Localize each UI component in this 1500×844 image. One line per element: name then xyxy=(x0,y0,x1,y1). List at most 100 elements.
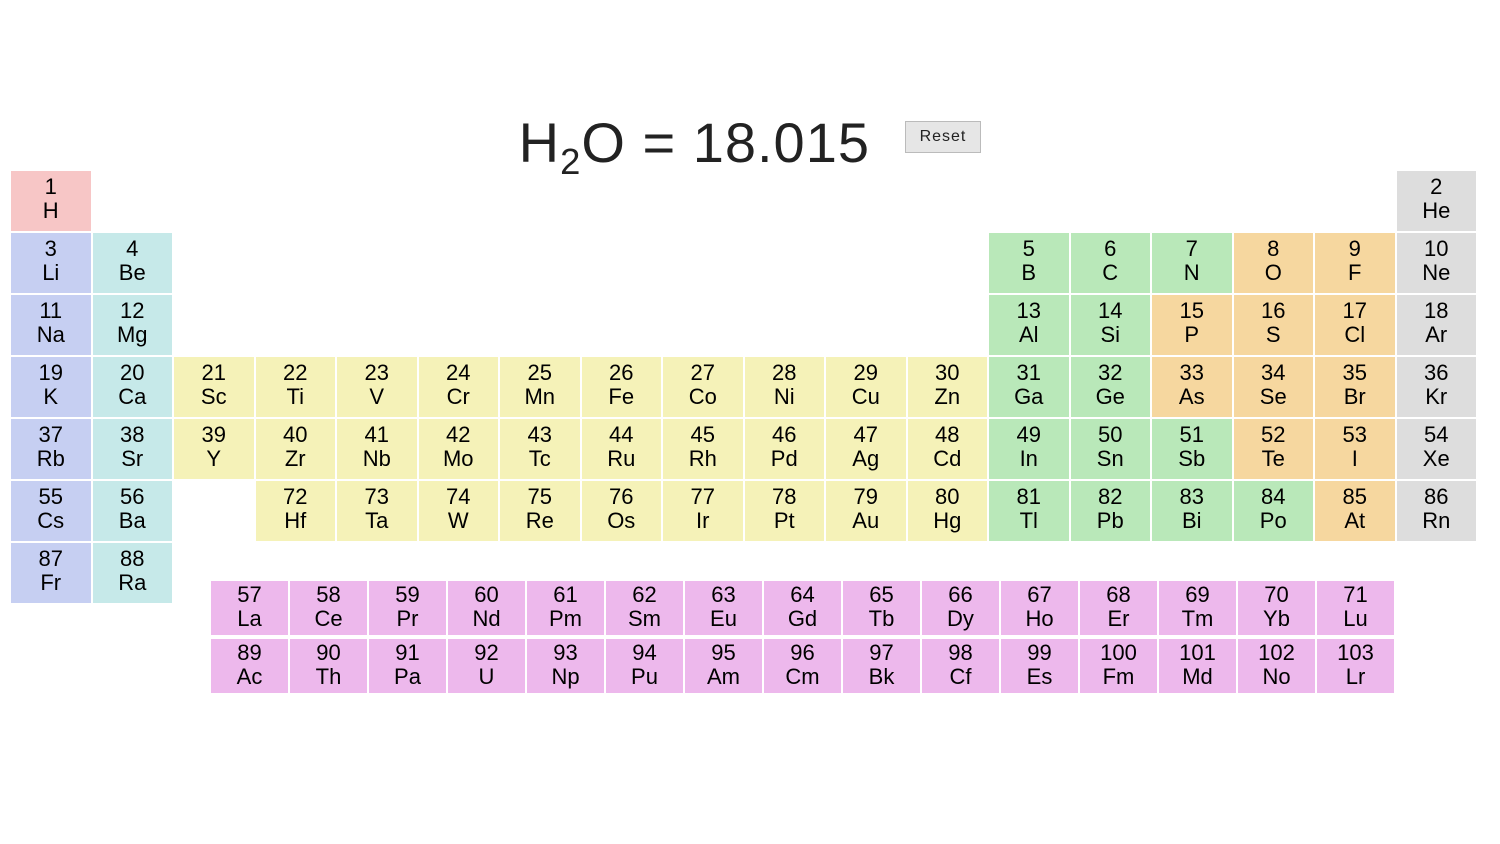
element-V[interactable]: 23V xyxy=(336,356,418,418)
element-Cf[interactable]: 98Cf xyxy=(921,638,1000,694)
element-Cl[interactable]: 17Cl xyxy=(1314,294,1396,356)
element-Lu[interactable]: 71Lu xyxy=(1316,580,1395,636)
element-Cu[interactable]: 29Cu xyxy=(825,356,907,418)
element-Al[interactable]: 13Al xyxy=(988,294,1070,356)
element-B[interactable]: 5B xyxy=(988,232,1070,294)
element-In[interactable]: 49In xyxy=(988,418,1070,480)
element-Rh[interactable]: 45Rh xyxy=(662,418,744,480)
element-Os[interactable]: 76Os xyxy=(581,480,663,542)
element-Ga[interactable]: 31Ga xyxy=(988,356,1070,418)
element-Pu[interactable]: 94Pu xyxy=(605,638,684,694)
element-S[interactable]: 16S xyxy=(1233,294,1315,356)
element-Xe[interactable]: 54Xe xyxy=(1396,418,1478,480)
element-Tc[interactable]: 43Tc xyxy=(499,418,581,480)
element-Mg[interactable]: 12Mg xyxy=(92,294,174,356)
element-Se[interactable]: 34Se xyxy=(1233,356,1315,418)
element-Sb[interactable]: 51Sb xyxy=(1151,418,1233,480)
element-Pd[interactable]: 46Pd xyxy=(744,418,826,480)
element-Bi[interactable]: 83Bi xyxy=(1151,480,1233,542)
element-Cr[interactable]: 24Cr xyxy=(418,356,500,418)
element-W[interactable]: 74W xyxy=(418,480,500,542)
element-Pb[interactable]: 82Pb xyxy=(1070,480,1152,542)
element-Eu[interactable]: 63Eu xyxy=(684,580,763,636)
element-Au[interactable]: 79Au xyxy=(825,480,907,542)
element-Ho[interactable]: 67Ho xyxy=(1000,580,1079,636)
element-F[interactable]: 9F xyxy=(1314,232,1396,294)
element-Kr[interactable]: 36Kr xyxy=(1396,356,1478,418)
element-Tm[interactable]: 69Tm xyxy=(1158,580,1237,636)
element-Ru[interactable]: 44Ru xyxy=(581,418,663,480)
element-Ta[interactable]: 73Ta xyxy=(336,480,418,542)
element-Cs[interactable]: 55Cs xyxy=(10,480,92,542)
element-Ce[interactable]: 58Ce xyxy=(289,580,368,636)
element-Yb[interactable]: 70Yb xyxy=(1237,580,1316,636)
element-C[interactable]: 6C xyxy=(1070,232,1152,294)
element-Bk[interactable]: 97Bk xyxy=(842,638,921,694)
element-Pm[interactable]: 61Pm xyxy=(526,580,605,636)
element-Pr[interactable]: 59Pr xyxy=(368,580,447,636)
element-Ca[interactable]: 20Ca xyxy=(92,356,174,418)
element-Si[interactable]: 14Si xyxy=(1070,294,1152,356)
element-Sm[interactable]: 62Sm xyxy=(605,580,684,636)
element-Rn[interactable]: 86Rn xyxy=(1396,480,1478,542)
element-Mn[interactable]: 25Mn xyxy=(499,356,581,418)
element-Nb[interactable]: 41Nb xyxy=(336,418,418,480)
element-Pt[interactable]: 78Pt xyxy=(744,480,826,542)
element-H[interactable]: 1H xyxy=(10,170,92,232)
element-Zr[interactable]: 40Zr xyxy=(255,418,337,480)
element-Tl[interactable]: 81Tl xyxy=(988,480,1070,542)
element-Es[interactable]: 99Es xyxy=(1000,638,1079,694)
element-Y[interactable]: 39Y xyxy=(173,418,255,480)
element-Nd[interactable]: 60Nd xyxy=(447,580,526,636)
element-La[interactable]: 57La xyxy=(210,580,289,636)
element-Ti[interactable]: 22Ti xyxy=(255,356,337,418)
element-Re[interactable]: 75Re xyxy=(499,480,581,542)
element-I[interactable]: 53I xyxy=(1314,418,1396,480)
element-Ar[interactable]: 18Ar xyxy=(1396,294,1478,356)
element-Md[interactable]: 101Md xyxy=(1158,638,1237,694)
element-Hf[interactable]: 72Hf xyxy=(255,480,337,542)
element-Ag[interactable]: 47Ag xyxy=(825,418,907,480)
element-Fr[interactable]: 87Fr xyxy=(10,542,92,604)
element-Th[interactable]: 90Th xyxy=(289,638,368,694)
element-Ir[interactable]: 77Ir xyxy=(662,480,744,542)
element-Np[interactable]: 93Np xyxy=(526,638,605,694)
element-Er[interactable]: 68Er xyxy=(1079,580,1158,636)
element-Be[interactable]: 4Be xyxy=(92,232,174,294)
element-Sc[interactable]: 21Sc xyxy=(173,356,255,418)
element-Sr[interactable]: 38Sr xyxy=(92,418,174,480)
element-N[interactable]: 7N xyxy=(1151,232,1233,294)
element-Ge[interactable]: 32Ge xyxy=(1070,356,1152,418)
element-Na[interactable]: 11Na xyxy=(10,294,92,356)
element-Pa[interactable]: 91Pa xyxy=(368,638,447,694)
element-K[interactable]: 19K xyxy=(10,356,92,418)
element-Tb[interactable]: 65Tb xyxy=(842,580,921,636)
element-U[interactable]: 92U xyxy=(447,638,526,694)
element-Sn[interactable]: 50Sn xyxy=(1070,418,1152,480)
element-Te[interactable]: 52Te xyxy=(1233,418,1315,480)
element-Lr[interactable]: 103Lr xyxy=(1316,638,1395,694)
element-Hg[interactable]: 80Hg xyxy=(907,480,989,542)
element-O[interactable]: 8O xyxy=(1233,232,1315,294)
element-Fe[interactable]: 26Fe xyxy=(581,356,663,418)
element-Zn[interactable]: 30Zn xyxy=(907,356,989,418)
element-No[interactable]: 102No xyxy=(1237,638,1316,694)
element-Co[interactable]: 27Co xyxy=(662,356,744,418)
element-Am[interactable]: 95Am xyxy=(684,638,763,694)
element-He[interactable]: 2He xyxy=(1396,170,1478,232)
element-Br[interactable]: 35Br xyxy=(1314,356,1396,418)
reset-button[interactable]: Reset xyxy=(905,121,982,153)
element-Ne[interactable]: 10Ne xyxy=(1396,232,1478,294)
element-Dy[interactable]: 66Dy xyxy=(921,580,1000,636)
element-As[interactable]: 33As xyxy=(1151,356,1233,418)
element-Po[interactable]: 84Po xyxy=(1233,480,1315,542)
element-Ba[interactable]: 56Ba xyxy=(92,480,174,542)
element-Cd[interactable]: 48Cd xyxy=(907,418,989,480)
element-Fm[interactable]: 100Fm xyxy=(1079,638,1158,694)
element-Gd[interactable]: 64Gd xyxy=(763,580,842,636)
element-Li[interactable]: 3Li xyxy=(10,232,92,294)
element-Cm[interactable]: 96Cm xyxy=(763,638,842,694)
element-Mo[interactable]: 42Mo xyxy=(418,418,500,480)
element-Ac[interactable]: 89Ac xyxy=(210,638,289,694)
element-Rb[interactable]: 37Rb xyxy=(10,418,92,480)
